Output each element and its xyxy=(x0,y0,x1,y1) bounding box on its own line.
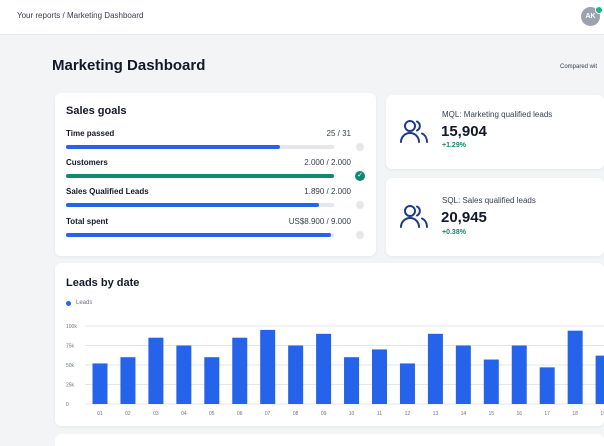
goal-progress-bar xyxy=(66,174,334,178)
leads-bar xyxy=(372,349,387,404)
goal-progress-fill xyxy=(66,145,281,149)
leads-bar xyxy=(427,333,443,404)
check-icon: ✓ xyxy=(355,171,365,181)
leads-bar xyxy=(455,345,471,404)
x-tick-label: 10 xyxy=(349,411,355,417)
x-tick-label: 09 xyxy=(321,411,327,417)
leads-bar xyxy=(511,345,527,404)
leads-bar xyxy=(344,357,360,404)
sql-value: 20,945 xyxy=(441,209,487,226)
x-tick-label: 12 xyxy=(405,411,411,417)
users-icon xyxy=(400,205,428,228)
breadcrumb[interactable]: Your reports / Marketing Dashboard xyxy=(17,11,144,20)
goal-value: 25 / 31 xyxy=(326,129,351,138)
goal-status-dot xyxy=(356,143,364,151)
legend-swatch xyxy=(66,300,71,306)
goal-value: 2.000 / 2.000 xyxy=(304,158,351,167)
x-tick-label: 19 xyxy=(600,411,604,417)
leads-bar-chart: 0 25k 50k 75k 100k 01 02 03 04 05 06 07 08 09 10 11 12 13… xyxy=(66,324,604,417)
next-card-edge xyxy=(55,434,604,446)
y-tick-label: 75k xyxy=(66,344,75,350)
x-tick-label: 11 xyxy=(377,411,382,417)
goal-value: 1.890 / 2.000 xyxy=(304,187,351,196)
leads-bar xyxy=(148,337,164,404)
mql-label: MQL: Marketing qualified leads xyxy=(442,110,553,119)
y-tick-label: 25k xyxy=(66,383,75,389)
x-tick-label: 05 xyxy=(209,411,215,417)
leads-bar xyxy=(483,359,499,404)
x-tick-label: 17 xyxy=(544,411,550,417)
goal-progress-bar xyxy=(66,203,334,207)
y-tick-label: 0 xyxy=(66,402,69,408)
goal-label: Customers xyxy=(66,158,108,167)
x-tick-label: 13 xyxy=(433,411,439,417)
online-status-dot xyxy=(595,6,603,14)
x-tick-label: 03 xyxy=(153,411,159,417)
x-tick-label: 01 xyxy=(97,411,103,417)
leads-bar xyxy=(595,355,604,404)
x-tick-label: 02 xyxy=(125,411,131,417)
goal-progress-fill xyxy=(66,174,334,178)
x-tick-label: 15 xyxy=(489,411,495,417)
sql-card[interactable]: SQL: Sales qualified leads 20,945 +0.38% xyxy=(386,178,604,256)
leads-bar xyxy=(120,357,136,404)
leads-bar xyxy=(567,330,583,404)
sql-delta: +0.38% xyxy=(442,229,466,236)
x-tick-label: 06 xyxy=(237,411,243,417)
compare-selector[interactable]: Compared wit xyxy=(560,64,598,70)
sales-goals-title: Sales goals xyxy=(66,105,127,117)
x-tick-label: 07 xyxy=(265,411,271,417)
leads-bar xyxy=(260,329,276,404)
x-tick-label: 08 xyxy=(293,411,299,417)
leads-by-date-card: Leads by date Leads 0 25k 50k 75k 100k 01 02 03… xyxy=(55,263,604,426)
x-tick-label: 18 xyxy=(572,411,578,417)
leads-bar xyxy=(316,333,332,404)
users-icon xyxy=(400,120,428,143)
sql-label: SQL: Sales qualified leads xyxy=(442,196,536,205)
mql-delta: +1.29% xyxy=(442,142,466,149)
goal-label: Total spent xyxy=(66,217,109,226)
chart-legend[interactable]: Leads xyxy=(66,300,92,306)
leads-bar xyxy=(399,363,415,404)
leads-bar xyxy=(92,363,108,404)
x-tick-label: 04 xyxy=(181,411,187,417)
goal-label: Time passed xyxy=(66,129,115,138)
goal-status-dot xyxy=(356,231,364,239)
goal-label: Sales Qualified Leads xyxy=(66,187,149,196)
top-bar: Your reports / Marketing Dashboard AK xyxy=(0,0,604,35)
leads-chart-title: Leads by date xyxy=(66,277,140,289)
goal-progress-fill xyxy=(66,233,332,237)
goal-progress-bar xyxy=(66,145,334,149)
leads-bar xyxy=(176,345,192,404)
goal-progress-fill xyxy=(66,203,320,207)
goal-value: US$8.900 / 9.000 xyxy=(288,217,351,226)
leads-bar xyxy=(288,345,304,404)
leads-bar xyxy=(539,367,555,404)
x-tick-label: 16 xyxy=(516,411,522,417)
leads-bar xyxy=(232,337,248,404)
x-tick-label: 14 xyxy=(461,411,467,417)
mql-card[interactable]: MQL: Marketing qualified leads 15,904 +1… xyxy=(386,95,604,169)
page-title: Marketing Dashboard xyxy=(52,57,206,74)
y-tick-label: 50k xyxy=(66,363,75,369)
y-tick-label: 100k xyxy=(66,324,77,330)
goal-status-dot xyxy=(356,201,364,209)
leads-bar xyxy=(204,357,220,404)
mql-value: 15,904 xyxy=(441,123,487,140)
legend-label: Leads xyxy=(76,300,93,306)
goal-progress-bar xyxy=(66,233,334,237)
sales-goals-card: Sales goals Time passed 25 / 31 Customers 2… xyxy=(55,93,376,256)
